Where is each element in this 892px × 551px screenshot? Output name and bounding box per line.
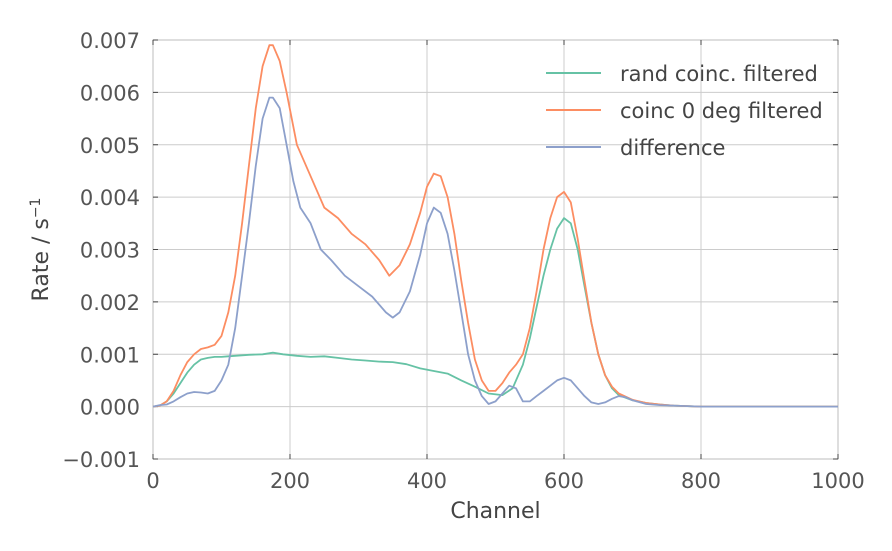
x-tick-label: 1000 bbox=[811, 469, 864, 493]
x-tick-label: 800 bbox=[681, 469, 721, 493]
y-tick-label: 0.007 bbox=[80, 29, 140, 53]
y-tick-label: 0.004 bbox=[80, 186, 140, 210]
y-tick-label: 0.000 bbox=[80, 396, 140, 420]
legend-label-difference: difference bbox=[620, 136, 725, 160]
legend-label-coinc-0-deg-filtered: coinc 0 deg filtered bbox=[620, 99, 823, 123]
x-tick-label: 600 bbox=[544, 469, 584, 493]
y-tick-label: 0.005 bbox=[80, 134, 140, 158]
x-tick-label: 200 bbox=[270, 469, 310, 493]
y-axis-title: Rate / s−1 bbox=[28, 198, 54, 302]
series-line-difference bbox=[152, 96, 838, 408]
legend: rand coinc. filtered coinc 0 deg filtered… bbox=[546, 62, 823, 160]
x-tick-label: 400 bbox=[407, 469, 447, 493]
y-tick-label: 0.006 bbox=[80, 81, 140, 105]
y-tick-label: 0.001 bbox=[80, 343, 140, 367]
x-tick-label: 0 bbox=[146, 469, 159, 493]
y-tick-label: −0.001 bbox=[62, 448, 140, 472]
axis-ticks: 0 200 400 600 800 1000 −0.001 0.000 0.001 0.002 0.… bbox=[62, 29, 864, 493]
series-layer bbox=[152, 44, 838, 408]
y-axis-title-main: Rate / s bbox=[29, 218, 54, 301]
series-line-rand-coinc-filtered bbox=[152, 217, 838, 408]
y-tick-label: 0.002 bbox=[80, 291, 140, 315]
x-axis-title: Channel bbox=[450, 499, 540, 524]
legend-label-rand-coinc-filtered: rand coinc. filtered bbox=[620, 62, 818, 86]
y-axis-title-superscript: −1 bbox=[28, 198, 44, 219]
series-line-coinc-0-deg-filtered bbox=[152, 44, 838, 408]
y-tick-label: 0.003 bbox=[80, 239, 140, 263]
